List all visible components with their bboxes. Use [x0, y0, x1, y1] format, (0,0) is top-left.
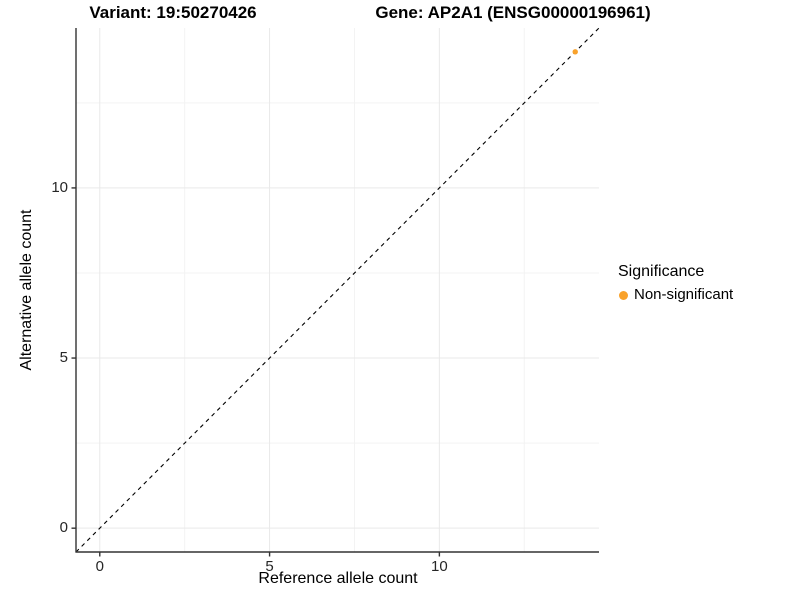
legend-point-icon — [619, 290, 628, 300]
x-axis-title: Reference allele count — [258, 570, 418, 587]
legend-title: Significance — [618, 263, 705, 280]
legend-entry: Non-significant — [616, 285, 733, 305]
gene-title: Gene: AP2A1 (ENSG00000196961) — [375, 3, 651, 22]
y-tick-label: 10 — [51, 178, 68, 196]
legend-entries: Non-significant — [616, 285, 733, 305]
y-tick-label: 5 — [59, 349, 68, 367]
y-tick-label: 0 — [59, 519, 68, 537]
x-tick-label: 10 — [431, 558, 448, 575]
variant-title: Variant: 19:50270426 — [89, 3, 257, 22]
legend: Significance Non-significant — [616, 263, 733, 305]
data-point — [572, 49, 578, 55]
legend-entry-label: Non-significant — [634, 286, 734, 303]
identity-reference-line — [75, 27, 600, 553]
x-tick-label: 0 — [95, 558, 104, 575]
x-tick-label: 5 — [265, 558, 274, 575]
y-axis-title: Alternative allele count — [18, 209, 35, 371]
